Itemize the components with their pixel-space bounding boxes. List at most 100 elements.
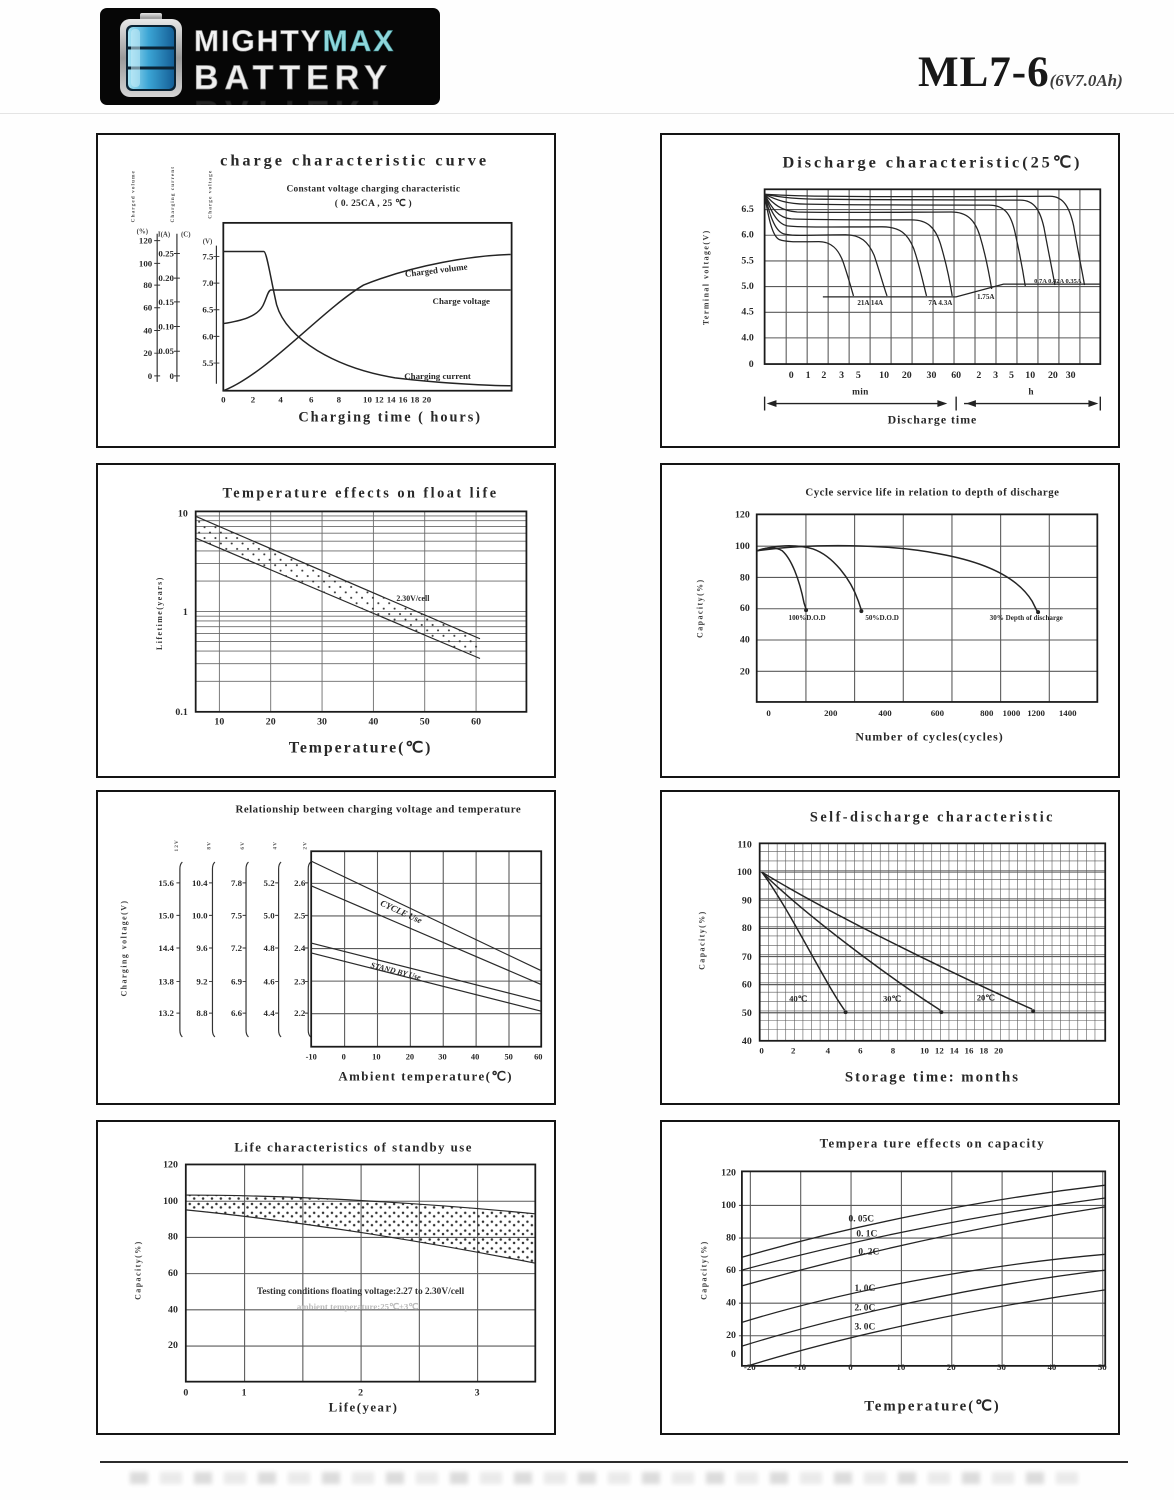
curve-20c-endpoint bbox=[1031, 1009, 1036, 1014]
time-range-arrows bbox=[763, 396, 1101, 411]
svg-text:30: 30 bbox=[997, 1362, 1006, 1372]
x-axis-label: Storage time: months bbox=[845, 1069, 1020, 1085]
float-life-band bbox=[195, 516, 481, 659]
dod-100-label: 100%D.O.D bbox=[789, 614, 826, 622]
model-capacity: (6V7.0Ah) bbox=[1049, 71, 1123, 90]
svg-text:15.6: 15.6 bbox=[158, 878, 174, 888]
charging-voltage-chart: Relationship between charging voltage an… bbox=[120, 804, 543, 1084]
y-axis-label: Capacity(%) bbox=[699, 1240, 708, 1300]
svg-text:20: 20 bbox=[947, 1362, 956, 1372]
discharge-curve-0.7A bbox=[764, 193, 1026, 287]
scale-tick-marks bbox=[176, 882, 309, 1014]
curve-0.2c bbox=[741, 1206, 1106, 1287]
svg-text:3: 3 bbox=[475, 1387, 480, 1398]
label-low-rates: 0.7A 0.42A 0.35A bbox=[1034, 278, 1082, 285]
svg-text:0: 0 bbox=[170, 371, 175, 381]
svg-text:12: 12 bbox=[375, 395, 384, 405]
scale-4v-ticks: 5.2 5.0 4.8 4.6 4.4 bbox=[264, 878, 276, 1018]
x-axis-ticks-hours: 2 3 5 10 20 30 bbox=[976, 370, 1075, 381]
x-axis-ticks: 0 2 4 6 8 10 12 14 16 18 20 bbox=[221, 395, 432, 405]
svg-text:16: 16 bbox=[399, 395, 408, 405]
model-number: ML7-6 bbox=[918, 49, 1050, 96]
scale-2v-title: 2V bbox=[302, 841, 308, 850]
discharge-curve-14A bbox=[763, 194, 888, 297]
label-2.0c: 2. 0C bbox=[854, 1304, 875, 1314]
svg-text:20: 20 bbox=[168, 1340, 178, 1351]
label-1.0c: 1. 0C bbox=[854, 1284, 875, 1294]
y-axis-label: Capacity(%) bbox=[697, 910, 706, 970]
svg-text:40: 40 bbox=[742, 1036, 752, 1047]
svg-text:120: 120 bbox=[139, 236, 153, 246]
chart-panel-charge: charge characteristic curve Constant vol… bbox=[96, 133, 556, 448]
svg-text:5: 5 bbox=[1009, 370, 1014, 381]
svg-text:120: 120 bbox=[163, 1159, 178, 1170]
svg-text:100: 100 bbox=[139, 258, 153, 268]
svg-text:4: 4 bbox=[826, 1046, 831, 1056]
y-axis-label: Charging voltage(V) bbox=[120, 899, 129, 996]
label-7A-4.3A: 7A 4.3A bbox=[928, 299, 953, 307]
svg-text:2.4: 2.4 bbox=[294, 943, 306, 953]
axis-tick-marks bbox=[154, 240, 220, 377]
y-axis-ticks: 120 100 80 60 40 20 0 bbox=[721, 1167, 736, 1360]
svg-text:10: 10 bbox=[920, 1046, 929, 1056]
svg-text:0: 0 bbox=[148, 371, 153, 381]
svg-text:40: 40 bbox=[368, 717, 378, 728]
charge-voltage-label: Charge voltage bbox=[433, 296, 490, 306]
svg-text:4.4: 4.4 bbox=[264, 1008, 276, 1018]
svg-text:8: 8 bbox=[891, 1046, 896, 1056]
svg-text:4: 4 bbox=[278, 395, 283, 405]
svg-text:14.4: 14.4 bbox=[158, 943, 174, 953]
svg-text:110: 110 bbox=[738, 839, 752, 850]
discharge-curve-1.75A bbox=[764, 193, 993, 290]
svg-text:40: 40 bbox=[143, 325, 152, 335]
chart-panel-cycle-life: Cycle service life in relation to depth … bbox=[660, 463, 1120, 778]
x-axis-label: Number of cycles(cycles) bbox=[855, 729, 1003, 743]
svg-text:120: 120 bbox=[735, 509, 750, 520]
svg-text:2: 2 bbox=[791, 1046, 796, 1056]
svg-text:1200: 1200 bbox=[1027, 708, 1045, 718]
svg-text:60: 60 bbox=[534, 1053, 542, 1062]
y-axis-ticks: 110 100 90 80 70 60 50 40 bbox=[737, 839, 752, 1046]
logo-graphic: MIGHTYMAX BATTERY BATTERY bbox=[100, 8, 440, 131]
chart-subtitle: Constant voltage charging characteristic bbox=[286, 184, 460, 194]
curve-40c bbox=[761, 871, 846, 1011]
svg-text:50: 50 bbox=[504, 1053, 512, 1062]
svg-text:10: 10 bbox=[363, 395, 372, 405]
svg-text:14: 14 bbox=[387, 395, 396, 405]
svg-text:0: 0 bbox=[848, 1362, 853, 1372]
ambient-temperature-note: ambient temperature:25℃±3℃ bbox=[297, 1302, 419, 1312]
curve-0.05c bbox=[741, 1184, 1106, 1258]
svg-text:60: 60 bbox=[168, 1268, 178, 1279]
chart-panel-self-discharge: Self-discharge characteristic 40℃ 30℃ 20… bbox=[660, 790, 1120, 1105]
svg-text:10: 10 bbox=[372, 1053, 380, 1062]
dod-30-label: 30% Depth of discharge bbox=[990, 614, 1063, 622]
svg-text:1400: 1400 bbox=[1059, 708, 1077, 718]
svg-text:-10: -10 bbox=[794, 1362, 806, 1372]
svg-text:800: 800 bbox=[980, 708, 994, 718]
svg-text:3: 3 bbox=[993, 370, 998, 381]
svg-text:100: 100 bbox=[735, 541, 750, 552]
svg-text:20: 20 bbox=[726, 1330, 736, 1341]
svg-text:30: 30 bbox=[927, 370, 937, 381]
plot-area bbox=[194, 510, 528, 713]
svg-text:6.9: 6.9 bbox=[231, 977, 243, 987]
svg-text:40: 40 bbox=[168, 1305, 178, 1316]
label-20c: 20℃ bbox=[977, 993, 995, 1002]
dod-100-curve bbox=[756, 547, 807, 610]
svg-text:100: 100 bbox=[737, 867, 752, 878]
svg-text:40: 40 bbox=[471, 1053, 479, 1062]
svg-text:400: 400 bbox=[878, 708, 892, 718]
charging-current-curve bbox=[223, 250, 511, 387]
temp-capacity-chart: Tempera ture effects on capacity 0. 05C … bbox=[699, 1137, 1107, 1415]
svg-text:8: 8 bbox=[337, 395, 342, 405]
svg-text:5: 5 bbox=[856, 370, 861, 381]
x-axis-label: Temperature(℃) bbox=[864, 1398, 1000, 1414]
svg-text:80: 80 bbox=[740, 573, 750, 584]
voltage-axis-ticks: 7.5 7.0 6.5 6.0 5.5 bbox=[202, 251, 214, 368]
curve-2.0c bbox=[741, 1269, 1106, 1347]
svg-text:6.6: 6.6 bbox=[231, 1008, 243, 1018]
svg-text:6.0: 6.0 bbox=[741, 230, 753, 241]
svg-text:13.2: 13.2 bbox=[158, 1008, 174, 1018]
scale-6v-title: 6V bbox=[240, 841, 246, 850]
y-axis-label: Capacity(%) bbox=[133, 1240, 142, 1300]
